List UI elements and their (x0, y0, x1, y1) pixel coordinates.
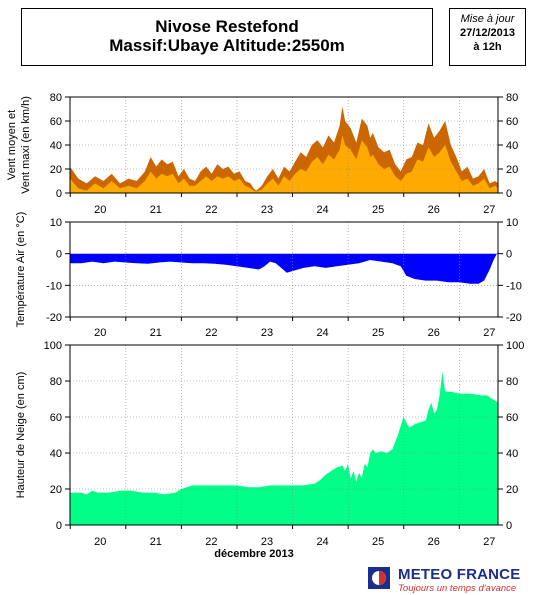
brand-name: METEO FRANCE (398, 566, 521, 583)
y-tick-label-right: -10 (506, 280, 522, 292)
plot-frame (69, 96, 499, 194)
x-day-label: 27 (483, 204, 495, 216)
chart-svg: 0 0 20 20 40 40 60 60 80 80 20 21 22 23 24 25 26 27 Vent m… (6, 92, 524, 560)
plot-frame (69, 344, 499, 526)
y-tick-label-right: 60 (506, 412, 518, 424)
x-day-label: 21 (150, 536, 162, 548)
y-tick-label-left: 80 (50, 376, 62, 388)
x-day-label: 25 (372, 327, 384, 339)
y-tick-label-left: 0 (56, 249, 62, 261)
y-tick-label-left: -20 (46, 312, 62, 324)
y-tick-label-right: 40 (506, 140, 518, 152)
x-day-label: 27 (483, 327, 495, 339)
x-day-label: 26 (428, 204, 440, 216)
update-box: Mise à jour 27/12/2013 à 12h (449, 8, 526, 66)
y-tick-label-right: 20 (506, 484, 518, 496)
x-day-label: 20 (94, 536, 106, 548)
y-tick-label-right: 60 (506, 116, 518, 128)
y-tick-label-left: 20 (50, 164, 62, 176)
x-day-label: 21 (150, 204, 162, 216)
x-day-label: 22 (205, 327, 217, 339)
y-tick-label-right: 0 (506, 520, 512, 532)
y-tick-label-left: 80 (50, 92, 62, 104)
x-day-label: 23 (261, 327, 273, 339)
y-tick-label-right: 40 (506, 448, 518, 460)
y-tick-label-left: 40 (50, 448, 62, 460)
y-tick-label-right: -20 (506, 312, 522, 324)
meteo-france-logo-icon (368, 567, 390, 589)
x-day-label: 25 (372, 536, 384, 548)
y-tick-label-right: 0 (506, 188, 512, 200)
meteo-france-logo: METEO FRANCE Toujours un temps d'avance (368, 566, 538, 595)
y-tick-label-left: 60 (50, 412, 62, 424)
x-day-label: 20 (94, 204, 106, 216)
x-day-label: 21 (150, 327, 162, 339)
x-day-label: 24 (316, 204, 328, 216)
massif-altitude-title: Massif:Ubaye Altitude:2550m (109, 36, 345, 55)
y-tick-label-left: 10 (50, 217, 62, 229)
y-axis-label: Température Air (en °C) (15, 212, 27, 328)
x-day-label: 26 (428, 536, 440, 548)
brand-tagline: Toujours un temps d'avance (398, 583, 517, 594)
y-tick-label-right: 0 (506, 249, 512, 261)
plot-frame (69, 221, 499, 318)
x-day-label: 26 (428, 327, 440, 339)
y-tick-label-right: 20 (506, 164, 518, 176)
update-label: Mise à jour (460, 13, 515, 25)
x-day-label: 25 (372, 204, 384, 216)
x-axis-label: décembre 2013 (214, 548, 294, 560)
x-day-label: 23 (261, 536, 273, 548)
x-day-label: 23 (261, 204, 273, 216)
x-day-label: 20 (94, 327, 106, 339)
y-tick-label-left: 0 (56, 520, 62, 532)
x-day-label: 27 (483, 536, 495, 548)
y-tick-label-right: 80 (506, 92, 518, 104)
x-day-label: 24 (316, 327, 328, 339)
series-area-1-0 (70, 253, 497, 284)
station-title: Nivose Restefond (155, 17, 299, 36)
update-hour: à 12h (473, 41, 502, 53)
y-tick-label-left: 100 (44, 340, 62, 352)
series-area-2-0 (70, 372, 498, 525)
y-tick-label-left: 0 (56, 188, 62, 200)
y-tick-label-right: 10 (506, 217, 518, 229)
y-tick-label-right: 80 (506, 376, 518, 388)
y-tick-label-left: -10 (46, 280, 62, 292)
y-tick-label-left: 60 (50, 116, 62, 128)
title-box: Nivose Restefond Massif:Ubaye Altitude:2… (21, 8, 433, 66)
y-axis-label: Vent moyen et Vent maxi (en km/h) (6, 96, 32, 194)
x-day-label: 24 (316, 536, 328, 548)
series-area-0-1 (70, 135, 498, 193)
update-date: 27/12/2013 (459, 27, 516, 39)
y-tick-label-left: 40 (50, 140, 62, 152)
x-day-label: 22 (205, 536, 217, 548)
x-day-label: 22 (205, 204, 217, 216)
y-axis-label: Hauteur de Neige (en cm) (15, 372, 27, 499)
y-tick-label-right: 100 (506, 340, 524, 352)
y-tick-label-left: 20 (50, 484, 62, 496)
